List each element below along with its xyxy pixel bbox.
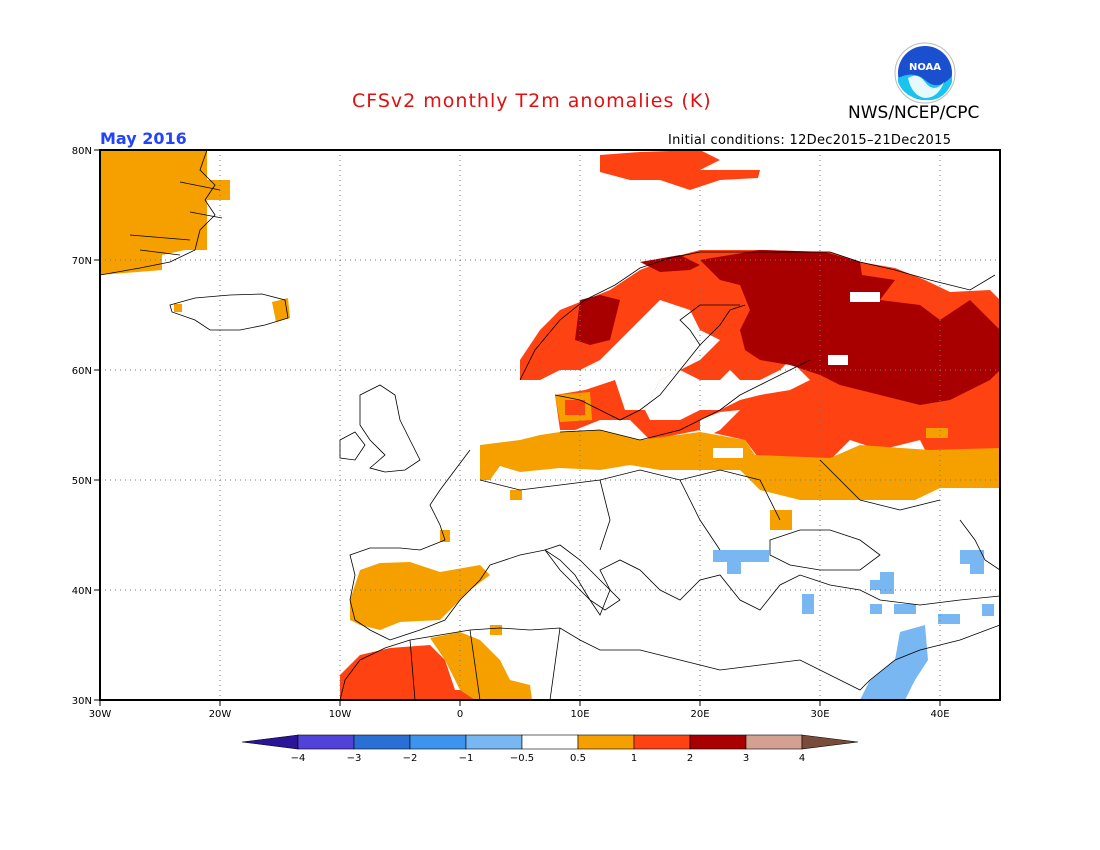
colorbar-label: −4: [291, 753, 306, 764]
latitude-labels: 80N 70N 60N 50N 40N 30N: [72, 146, 92, 707]
anomaly-greenland: [100, 150, 230, 275]
initial-conditions: Initial conditions: 12Dec2015–21Dec2015: [668, 133, 952, 148]
anomaly-cool-patches: [713, 550, 994, 700]
anomaly-shading: [100, 150, 1000, 700]
lat-label: 40N: [72, 586, 92, 597]
map-frame: [99, 149, 1001, 701]
colorbar-label: −1: [459, 753, 474, 764]
colorbar-swatch: [409, 734, 467, 750]
colorbar-arrow-low: [241, 734, 299, 750]
logo-text: NOAA: [909, 62, 941, 73]
lon-label: 40E: [930, 709, 949, 720]
anomaly-central-belt: [480, 430, 1000, 500]
colorbar-swatch: [465, 734, 523, 750]
lat-label: 50N: [72, 476, 92, 487]
tick-marks: [94, 149, 941, 706]
lat-label: 80N: [72, 146, 92, 157]
lat-label: 60N: [72, 366, 92, 377]
anomaly-iberia: [350, 562, 490, 630]
colorbar-label: 3: [743, 753, 749, 764]
colorbar: −4 −3 −2 −1 −0.5 0.5 1 2 3 4: [241, 734, 859, 764]
lon-label: 10E: [570, 709, 589, 720]
coastlines: [100, 150, 1000, 700]
anomaly-russia-strong: [700, 250, 1000, 405]
longitude-labels: 30W 20W 10W 0 10E 20E 30E 40E: [89, 709, 950, 720]
agency-label: NWS/NCEP/CPC: [848, 103, 980, 123]
anomaly-north-africa-mild: [430, 632, 532, 700]
map-title: CFSv2 monthly T2m anomalies (K): [352, 90, 712, 112]
lon-label: 10W: [329, 709, 352, 720]
noaa-logo: NOAA: [894, 42, 956, 104]
lon-label: 30E: [810, 709, 829, 720]
colorbar-label: 0.5: [570, 753, 586, 764]
colorbar-arrow-high: [801, 734, 859, 750]
lon-label: 20E: [690, 709, 709, 720]
lat-label: 70N: [72, 256, 92, 267]
colorbar-label: −2: [403, 753, 418, 764]
forecast-month: May 2016: [100, 129, 187, 148]
lon-label: 20W: [209, 709, 232, 720]
colorbar-label: 1: [631, 753, 637, 764]
lat-label: 30N: [72, 696, 92, 707]
colorbar-swatch: [745, 734, 803, 750]
anomaly-svalbard: [600, 150, 760, 190]
anomaly-north-africa-warm: [340, 645, 475, 700]
colorbar-label: −3: [347, 753, 362, 764]
colorbar-swatch: [297, 734, 355, 750]
graticule: [100, 150, 1000, 700]
colorbar-swatch: [633, 734, 691, 750]
colorbar-label: 4: [799, 753, 805, 764]
colorbar-swatch: [353, 734, 411, 750]
lon-label: 0: [457, 709, 463, 720]
colorbar-label: −0.5: [510, 753, 534, 764]
colorbar-label: 2: [687, 753, 693, 764]
colorbar-swatch: [521, 734, 579, 750]
colorbar-swatch: [689, 734, 747, 750]
colorbar-swatch: [577, 734, 635, 750]
lon-label: 30W: [89, 709, 112, 720]
